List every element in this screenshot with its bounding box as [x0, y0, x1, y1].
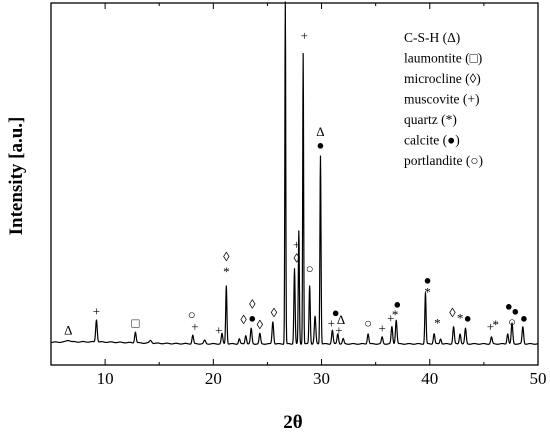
legend: C-S-H (Δ) laumontite (□) microcline (◊) mus…: [404, 30, 483, 168]
phase-marker: ◊: [449, 305, 456, 320]
phase-marker: +: [387, 310, 394, 325]
phase-marker: ●: [464, 310, 472, 325]
legend-entry: portlandite (○): [404, 153, 483, 168]
x-tick-label: 20: [205, 369, 222, 388]
phase-marker: ○: [508, 314, 516, 329]
phase-marker: ●: [505, 298, 513, 313]
phase-marker: +: [301, 28, 308, 43]
phase-marker: ●: [393, 297, 401, 312]
phase-marker: +: [487, 319, 494, 334]
phase-marker: ●: [424, 273, 432, 288]
legend-entry: C-S-H (Δ): [404, 30, 460, 45]
x-tick-label: 10: [97, 369, 114, 388]
phase-marker: +: [335, 322, 342, 337]
xrd-pattern-line: [50, 1, 539, 345]
x-axis-tick-labels: 10 20 30 40 50: [97, 369, 547, 388]
phase-marker: *: [434, 315, 441, 330]
legend-entry: microcline (◊): [404, 71, 481, 86]
phase-marker: +: [328, 315, 335, 330]
phase-marker: *: [457, 310, 464, 325]
phase-marker: ●: [511, 304, 519, 319]
phase-marker: □: [131, 315, 139, 330]
phase-marker: ○: [306, 261, 314, 276]
phase-marker: +: [293, 237, 300, 252]
phase-marker: ○: [364, 315, 372, 330]
x-axis-ticks: [50, 3, 539, 365]
x-axis-title: 2θ: [283, 412, 303, 433]
legend-entry: muscovite (+): [404, 92, 479, 107]
phase-marker: ◊: [223, 249, 230, 264]
phase-marker: ●: [317, 138, 325, 153]
legend-entry: quartz (*): [404, 112, 457, 127]
phase-marker: ◊: [257, 317, 264, 332]
x-tick-label: 30: [313, 369, 330, 388]
phase-marker: ◊: [293, 251, 300, 266]
phase-marker: +: [215, 322, 222, 337]
phase-marker: ●: [248, 310, 256, 325]
phase-marker: +: [378, 321, 385, 336]
legend-entry: calcite (●): [404, 133, 460, 148]
phase-marker: +: [191, 319, 198, 334]
phase-marker: ○: [188, 307, 196, 322]
phase-marker: ◊: [271, 305, 278, 320]
phase-marker: ●: [520, 310, 528, 325]
phase-marker: *: [493, 317, 500, 332]
phase-marker: Δ: [64, 322, 72, 337]
phase-marker: *: [424, 285, 431, 300]
phase-marker: ◊: [240, 312, 247, 327]
x-tick-label: 40: [421, 369, 438, 388]
phase-marker: +: [93, 304, 100, 319]
phase-marker: ●: [332, 305, 340, 320]
x-tick-label: 50: [530, 369, 547, 388]
phase-marker: *: [223, 264, 230, 279]
phase-marker: Δ: [337, 312, 345, 327]
legend-entry: laumontite (□): [404, 51, 482, 66]
phase-marker: Δ: [316, 124, 324, 139]
phase-markers: Δ+□○++◊*◊●◊◊◊*+◊+○Δ●+●+Δ○++*●●**◊*●+*●○●…: [64, 28, 528, 337]
plot-frame: [50, 2, 539, 366]
phase-marker: ◊: [249, 297, 256, 312]
y-axis-title: Intensity [a.u.]: [6, 117, 27, 236]
phase-marker: *: [392, 307, 399, 322]
